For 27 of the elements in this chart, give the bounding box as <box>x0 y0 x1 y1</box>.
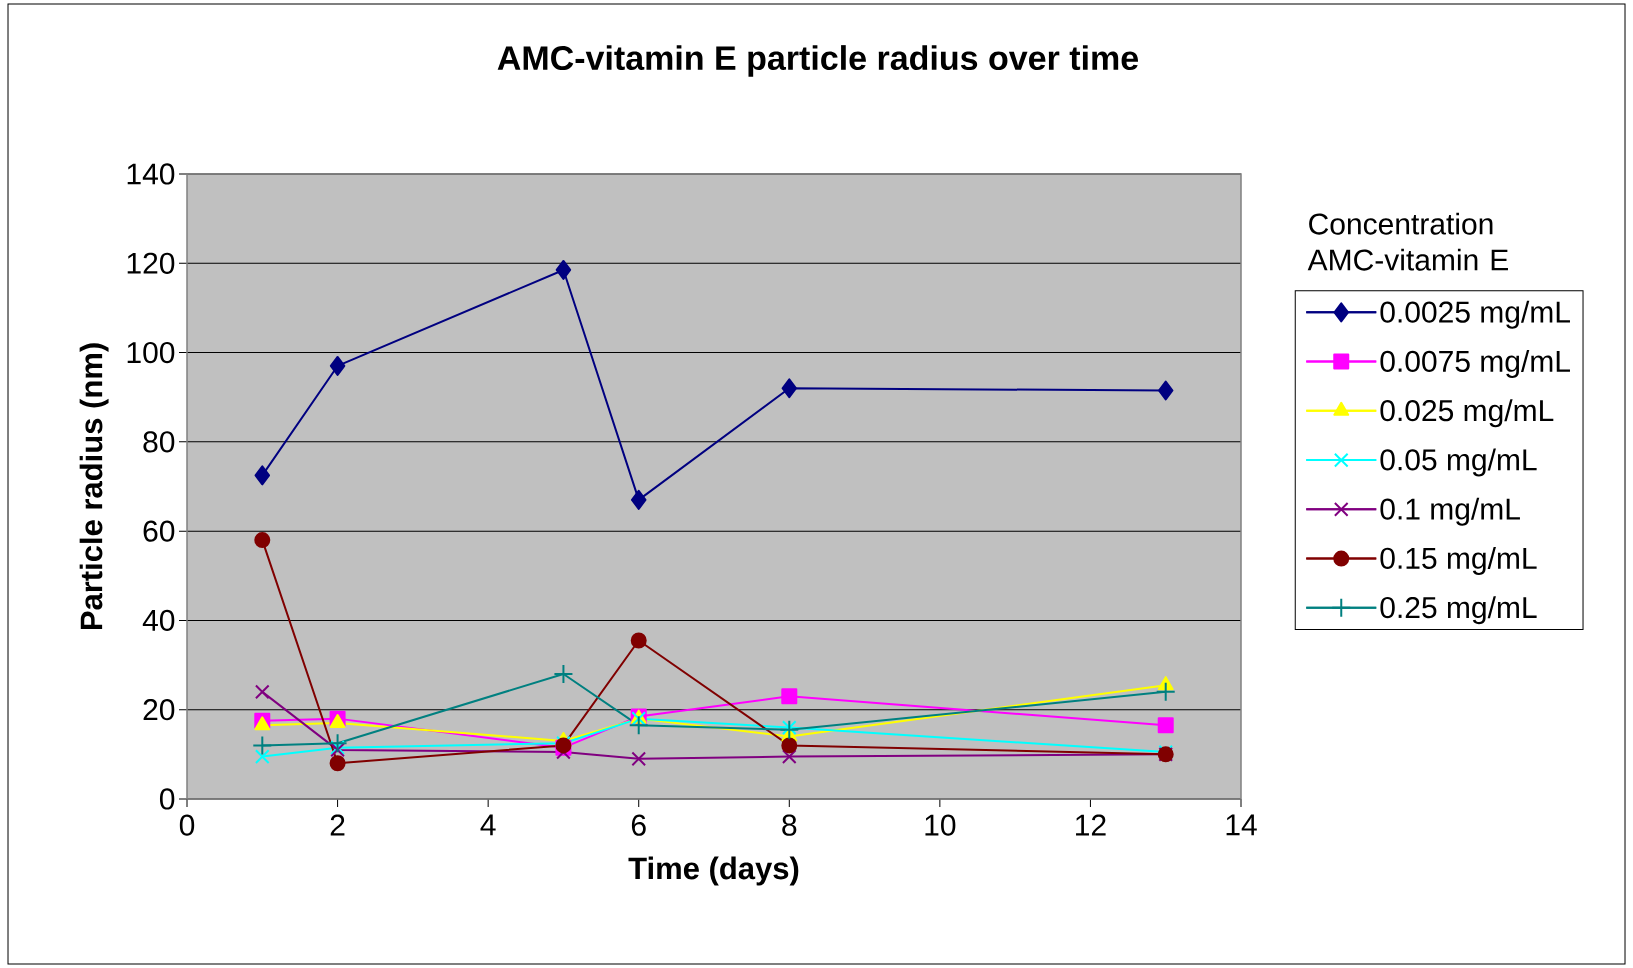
y-axis-title: Particle radius (nm) <box>79 343 109 630</box>
x-tick-label: 12 <box>1076 814 1106 836</box>
legend-label: 0.05 mg/mL <box>1380 448 1537 477</box>
legend-label: 0.15 mg/mL <box>1380 546 1537 575</box>
x-axis-title: Time (days) <box>628 856 799 886</box>
legend-label: 0.1 mg/mL <box>1380 497 1520 526</box>
y-tick-label: 60 <box>143 520 175 542</box>
y-tick-label: 20 <box>143 699 175 721</box>
chart-title: AMC-vitamin E particle radius over time <box>497 45 1139 77</box>
x-tick-label: 8 <box>782 814 797 836</box>
x-tick-label: 10 <box>925 814 956 836</box>
x-tick-label: 2 <box>330 814 345 836</box>
x-tick-label: 4 <box>480 814 496 836</box>
legend-title: Concentration AMC-vitamin E <box>1307 212 1508 271</box>
x-tick-label: 6 <box>631 814 646 836</box>
x-tick-label: 14 <box>1226 814 1257 836</box>
y-tick-label: 80 <box>143 431 175 453</box>
legend-label: 0.0025 mg/mL <box>1380 300 1570 329</box>
legend-label: 0.025 mg/mL <box>1380 399 1554 428</box>
legend-label: 0.25 mg/mL <box>1380 596 1537 625</box>
y-tick-label: 40 <box>142 609 175 632</box>
y-tick-label: 140 <box>127 163 175 185</box>
legend-label: 0.0075 mg/mL <box>1380 349 1570 378</box>
y-tick-label: 120 <box>127 252 175 274</box>
y-tick-label: 0 <box>159 788 175 810</box>
y-tick-label: 100 <box>127 341 175 364</box>
x-tick-label: 0 <box>179 814 195 836</box>
